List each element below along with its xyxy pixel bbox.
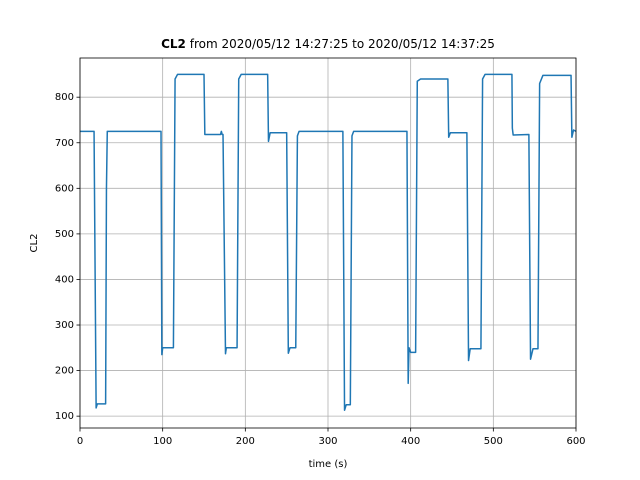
chart-title: CL2 from 2020/05/12 14:27:25 to 2020/05/… (161, 37, 495, 51)
title-rest: from 2020/05/12 14:27:25 to 2020/05/12 1… (190, 37, 495, 51)
x-axis-label: time (s) (309, 459, 348, 470)
x-tick-label: 500 (484, 436, 503, 447)
x-tick-label: 400 (401, 436, 420, 447)
y-tick-label: 100 (55, 411, 74, 422)
y-tick-label: 700 (55, 138, 74, 149)
y-tick-label: 400 (55, 274, 74, 285)
y-tick-label: 600 (55, 183, 74, 194)
x-tick-label: 200 (236, 436, 255, 447)
x-tick-label: 300 (318, 436, 337, 447)
y-axis-label: CL2 (29, 234, 40, 253)
x-tick-label: 600 (566, 436, 585, 447)
title-bold: CL2 (161, 37, 186, 51)
y-tick-label: 300 (55, 320, 74, 331)
data-line (80, 73, 577, 411)
y-tick-label: 200 (55, 366, 74, 377)
y-tick-label: 500 (55, 229, 74, 240)
x-tick-label: 0 (77, 436, 83, 447)
x-tick-label: 100 (153, 436, 172, 447)
plot-frame (79, 57, 577, 429)
y-tick-label: 800 (55, 92, 74, 103)
